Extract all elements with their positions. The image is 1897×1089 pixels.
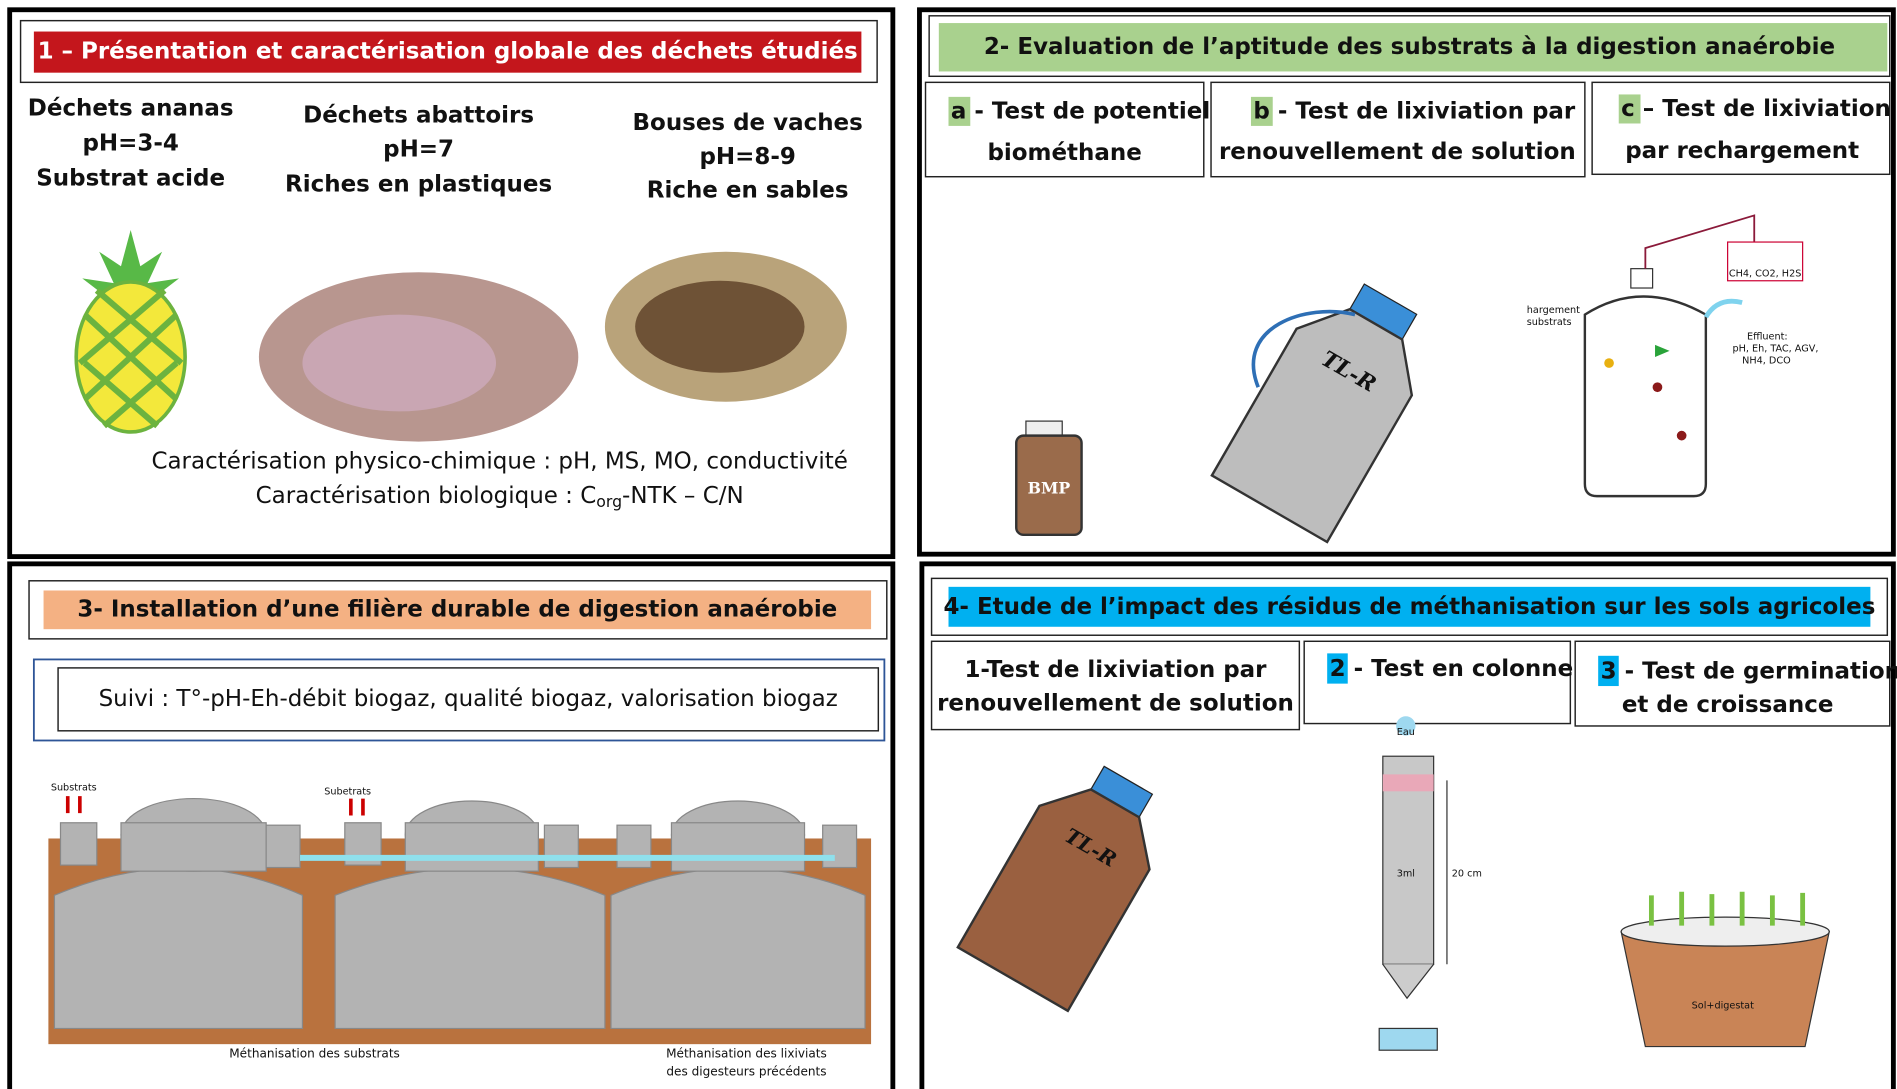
text-part: 3 — [1601, 658, 1617, 684]
shape: 2 - Test en colonne — [1330, 656, 1574, 682]
label: BMP — [1028, 478, 1071, 497]
label: Eau — [1397, 727, 1415, 738]
body: 1 – Présentation et caractérisation glob… — [0, 0, 1897, 1089]
text-part: - Test de lixiviation par — [1270, 98, 1576, 124]
shape — [54, 868, 302, 1028]
diagram: 1 – Présentation et caractérisation glob… — [0, 0, 1897, 1089]
shape — [544, 825, 578, 867]
shape: a - Test de potentiel — [951, 98, 1210, 124]
shape — [266, 825, 300, 867]
label: Riches en plastiques — [285, 172, 552, 198]
label: Méthanisation des lixiviats — [666, 1046, 827, 1060]
shape: 3 - Test de germination — [1601, 658, 1897, 684]
bio-characterisation: Caractérisation biologique : Corg-NTK – … — [256, 483, 744, 511]
shape — [1677, 431, 1687, 441]
label: substrats — [1527, 317, 1572, 328]
label: Sol+digestat — [1692, 1000, 1754, 1011]
slaughter-waste-detail — [302, 315, 496, 412]
label: 3ml — [1397, 869, 1415, 880]
label: Déchets abattoirs — [303, 103, 534, 129]
text-part: org — [596, 492, 622, 511]
label: Subetrats — [324, 786, 371, 797]
label: pH, Eh, TAC, AGV, — [1732, 344, 1818, 355]
label: Riche en sables — [647, 178, 849, 204]
label: 20 cm — [1452, 869, 1482, 880]
label: biométhane — [987, 140, 1141, 166]
label: Bouses de vaches — [633, 110, 863, 136]
label: Effluent: — [1747, 331, 1788, 342]
text-part: c — [1621, 95, 1635, 121]
text-part: - Test en colonne — [1346, 656, 1574, 682]
shape — [671, 823, 804, 871]
label: Suivi : T°-pH-Eh-débit biogaz, qualité b… — [99, 686, 838, 712]
shape — [121, 823, 266, 871]
text-part: Caractérisation biologique : C — [256, 483, 597, 509]
shape: b - Test de lixiviation par — [1253, 98, 1576, 124]
shape — [1653, 382, 1663, 392]
shape: c – Test de lixiviation — [1621, 95, 1891, 121]
text-part: -NTK – C/N — [622, 483, 744, 509]
label: renouvellement de solution — [1219, 139, 1576, 165]
label: Substrats — [51, 783, 97, 794]
label: renouvellement de solution — [937, 691, 1294, 717]
label: par rechargement — [1625, 138, 1859, 164]
shape — [1383, 774, 1434, 791]
shape — [1585, 296, 1706, 496]
label: hargement — [1527, 305, 1580, 316]
text-part: a — [951, 98, 967, 124]
text-part: b — [1253, 98, 1269, 124]
label: des digesteurs précédents — [666, 1064, 826, 1078]
shape — [1604, 358, 1614, 368]
panel-title: 1 – Présentation et caractérisation glob… — [38, 39, 858, 65]
label: CH4, CO2, H2S — [1729, 269, 1801, 280]
label: et de croissance — [1622, 692, 1834, 718]
label: pH=7 — [383, 137, 454, 163]
text-part: – Test de lixiviation — [1635, 95, 1891, 121]
label: 1-Test de lixiviation par — [964, 657, 1267, 683]
shape — [335, 868, 605, 1028]
bmp-bottle: BMP — [1016, 421, 1081, 535]
label: Caractérisation physico-chimique : pH, M… — [151, 449, 847, 475]
dung-detail — [635, 281, 804, 373]
shape — [1631, 269, 1653, 288]
page: { "panel1": { "title": "1 – Présentation… — [0, 0, 1897, 1089]
label: 4- Etude de l’impact des résidus de méth… — [943, 594, 1875, 620]
shape: Déchets ananas pH=3-4 Substrat acide Déc… — [28, 95, 863, 203]
label: NH4, DCO — [1742, 356, 1791, 367]
text-part: 2 — [1330, 656, 1346, 682]
label: 2- Evaluation de l’aptitude des substrat… — [984, 34, 1835, 60]
label: pH=3-4 — [82, 131, 178, 157]
shape — [54, 799, 865, 1029]
label: Déchets ananas — [28, 95, 234, 121]
label: Méthanisation des substrats — [229, 1046, 400, 1060]
shape — [1379, 1028, 1437, 1050]
shape — [617, 825, 651, 867]
shape — [1621, 932, 1829, 1047]
shape — [60, 823, 96, 865]
label: Substrat acide — [36, 166, 225, 192]
shape — [611, 868, 865, 1028]
text-part: - Test de potentiel — [966, 98, 1210, 124]
shape — [405, 823, 538, 871]
shape — [823, 825, 857, 867]
digesters — [48, 796, 871, 1044]
text-part: - Test de germination — [1617, 658, 1897, 684]
label: 3- Installation d’une filière durable de… — [77, 596, 837, 622]
label: pH=8-9 — [699, 144, 795, 170]
